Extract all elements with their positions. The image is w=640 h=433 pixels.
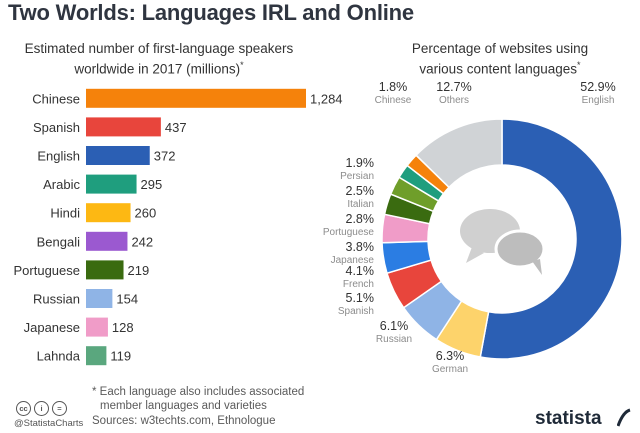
- bar-value-label-spanish: 437: [165, 120, 187, 135]
- donut-value-label-italian: 2.5%: [346, 184, 375, 198]
- bar-category-label-spanish: Spanish: [33, 120, 80, 135]
- donut-subtitle-line2-wrap: various content languages*: [380, 57, 620, 78]
- bar-category-label-english: English: [37, 149, 80, 164]
- donut-name-label-french: French: [343, 279, 374, 290]
- donut-value-label-others: 12.7%: [436, 80, 471, 94]
- statista-handle: @StatistaCharts: [14, 418, 84, 429]
- donut-name-label-portuguese: Portuguese: [323, 227, 375, 238]
- bar-category-label-chinese: Chinese: [32, 91, 80, 106]
- donut-name-label-german: German: [432, 364, 468, 375]
- bar-subtitle-line2-wrap: worldwide in 2017 (millions)*: [14, 57, 304, 78]
- donut-value-label-chinese: 1.8%: [379, 80, 408, 94]
- bar-hindi: [86, 203, 131, 223]
- attribution-icon: i: [34, 401, 49, 416]
- bar-arabic: [86, 174, 137, 194]
- bar-japanese: [86, 317, 108, 337]
- bar-russian: [86, 289, 113, 308]
- donut-value-label-russian: 6.1%: [380, 319, 409, 333]
- footnote-line2: member languages and varieties: [100, 400, 267, 412]
- donut-value-label-portuguese: 2.8%: [346, 212, 375, 226]
- statista-wave-icon: [617, 408, 631, 427]
- bar-value-label-lahnda: 119: [110, 349, 131, 364]
- bar-category-label-lahnda: Lahnda: [37, 349, 81, 364]
- bar-chinese: [86, 88, 306, 108]
- donut-value-label-german: 6.3%: [436, 349, 465, 363]
- bar-lahnda: [86, 346, 107, 366]
- chart-title: Two Worlds: Languages IRL and Online: [8, 0, 414, 25]
- bar-subtitle-line1: Estimated number of first-language speak…: [24, 41, 294, 56]
- no-derivatives-icon: =: [52, 401, 67, 416]
- donut-value-label-persian: 1.9%: [346, 156, 375, 170]
- bar-value-label-japanese: 128: [112, 320, 134, 335]
- bar-chart-subtitle: Estimated number of first-language speak…: [14, 40, 304, 78]
- donut-name-label-italian: Italian: [347, 199, 374, 210]
- statista-logo: statista: [535, 408, 602, 429]
- donut-subtitle-asterisk: *: [577, 60, 581, 70]
- donut-value-label-english: 52.9%: [580, 80, 615, 94]
- donut-slice-english: [479, 118, 623, 360]
- bar-category-label-hindi: Hindi: [50, 206, 80, 221]
- bar-bengali: [86, 231, 128, 251]
- bar-spanish: [86, 117, 161, 137]
- bar-portuguese: [86, 260, 124, 280]
- creative-commons-icon: cc: [16, 401, 31, 416]
- bar-category-label-arabic: Arabic: [43, 177, 80, 192]
- bar-value-label-bengali: 242: [131, 234, 153, 249]
- donut-name-label-spanish: Spanish: [338, 306, 374, 317]
- bar-subtitle-asterisk: *: [240, 60, 244, 70]
- donut-value-label-japanese: 3.8%: [346, 240, 375, 254]
- donut-slice-others: [415, 118, 503, 189]
- bar-value-label-russian: 154: [116, 292, 138, 307]
- speech-bubbles-icon: [460, 209, 546, 275]
- footnote-line1: * Each language also includes associated: [92, 386, 305, 398]
- bar-category-label-russian: Russian: [33, 292, 80, 307]
- bar-value-label-hindi: 260: [135, 206, 157, 221]
- license-icons: cc i =: [16, 398, 70, 416]
- donut-name-label-english: English: [582, 95, 615, 106]
- bar-value-label-portuguese: 219: [128, 263, 150, 278]
- donut-value-label-french: 4.1%: [346, 264, 375, 278]
- donut-name-label-russian: Russian: [376, 334, 412, 345]
- donut-value-label-spanish: 5.1%: [346, 291, 375, 305]
- donut-chart-subtitle: Percentage of websites using various con…: [380, 40, 620, 78]
- bar-english: [86, 146, 150, 165]
- bar-subtitle-line2: worldwide in 2017 (millions): [74, 61, 241, 77]
- donut-name-label-persian: Persian: [340, 171, 374, 182]
- bar-category-label-portuguese: Portuguese: [14, 263, 81, 278]
- donut-name-label-others: Others: [439, 95, 469, 106]
- sources-note: Sources: w3techts.com, Ethnologue: [92, 415, 276, 427]
- bar-value-label-english: 372: [154, 149, 176, 164]
- bar-category-label-japanese: Japanese: [24, 320, 80, 335]
- bar-category-label-bengali: Bengali: [37, 234, 80, 249]
- footnote: * Each language also includes associated…: [92, 385, 304, 413]
- donut-subtitle-line1: Percentage of websites using: [411, 41, 589, 56]
- donut-subtitle-line2: various content languages: [419, 61, 578, 77]
- bar-value-label-arabic: 295: [141, 177, 163, 192]
- donut-name-label-japanese: Japanese: [331, 255, 375, 266]
- bar-value-label-chinese: 1,284: [310, 91, 343, 106]
- donut-name-label-chinese: Chinese: [375, 95, 412, 106]
